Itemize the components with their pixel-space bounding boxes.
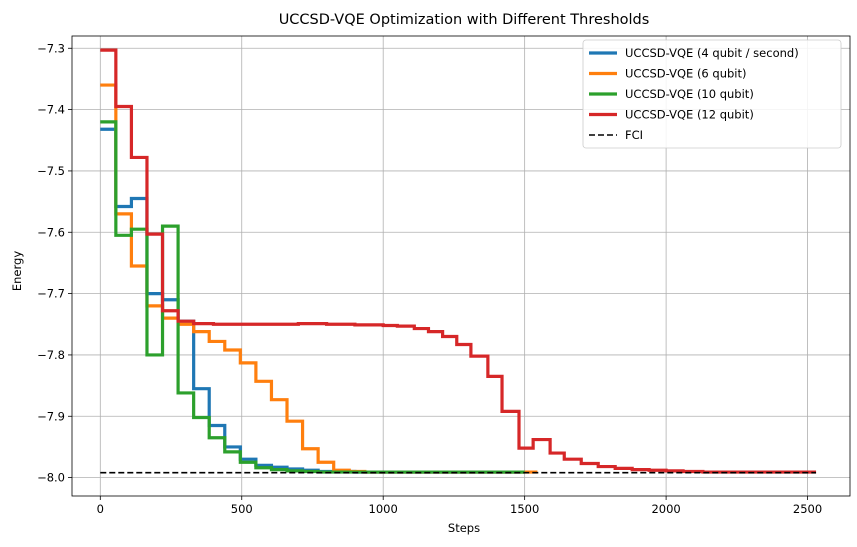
y-tick-label: −7.8 <box>37 348 65 362</box>
y-tick-label: −7.3 <box>37 41 65 55</box>
y-tick-label: −7.9 <box>37 409 65 423</box>
y-axis-ticks: −8.0 −7.9 −7.8 −7.7 −7.6 −7.5 −7.4 −7.3 <box>37 41 72 485</box>
series-line-2 <box>100 120 525 474</box>
legend-label-1: UCCSD-VQE (6 qubit) <box>625 67 747 81</box>
plot-frame <box>71 35 851 497</box>
legend-label-3: UCCSD-VQE (12 qubit) <box>625 108 754 122</box>
chart-title: UCCSD-VQE Optimization with Different Th… <box>279 12 650 28</box>
series-line-3 <box>100 48 817 474</box>
legend: UCCSD-VQE (4 qubit / second) UCCSD-VQE (6… <box>582 39 842 149</box>
y-tick-label: −7.6 <box>37 225 65 239</box>
x-tick-label: 2000 <box>651 502 680 516</box>
x-tick-label: 500 <box>231 502 253 516</box>
x-tick-label: 2500 <box>793 502 822 516</box>
y-tick-label: −7.4 <box>37 103 65 117</box>
x-axis-ticks: 0 500 1000 1500 2000 2500 <box>97 496 822 516</box>
legend-label-2: UCCSD-VQE (10 qubit) <box>625 87 754 101</box>
y-tick-label: −8.0 <box>37 471 65 485</box>
series-lines <box>100 48 817 474</box>
x-tick-label: 0 <box>97 502 104 516</box>
x-axis-label: Steps <box>448 521 480 535</box>
legend-label-0: UCCSD-VQE (4 qubit / second) <box>625 46 799 60</box>
series-line-1 <box>100 83 538 474</box>
legend-label-4: FCI <box>625 128 643 142</box>
y-tick-label: −7.7 <box>37 287 65 301</box>
y-axis-label: Energy <box>10 251 24 291</box>
legend-box <box>582 39 842 149</box>
x-tick-label: 1500 <box>510 502 539 516</box>
x-tick-label: 1000 <box>369 502 398 516</box>
y-tick-label: −7.5 <box>37 164 65 178</box>
